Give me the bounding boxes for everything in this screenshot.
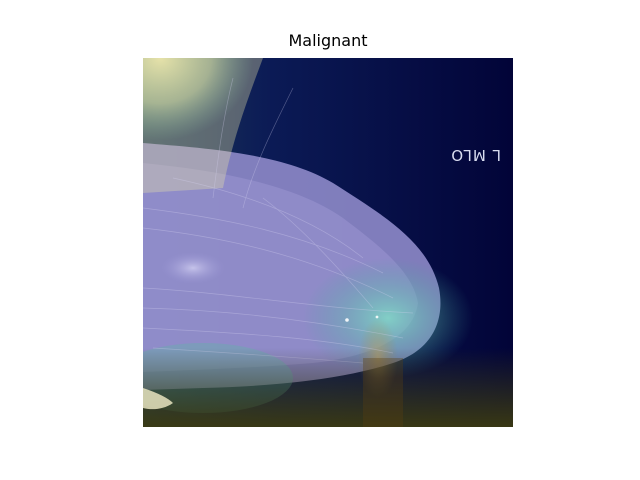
view-marker-label: L MLO [450,146,501,164]
mammogram-heatmap-image: L MLO [143,58,513,427]
figure-title: Malignant [288,31,368,50]
